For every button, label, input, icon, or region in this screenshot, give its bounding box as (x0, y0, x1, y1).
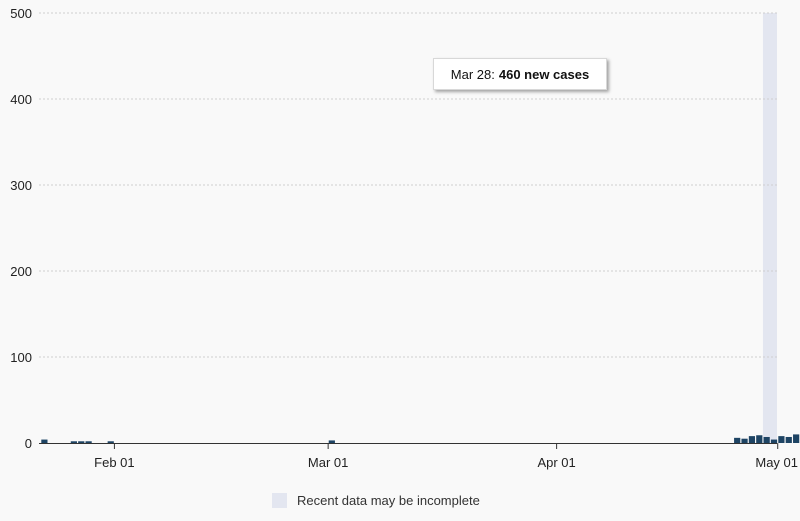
bar[interactable] (763, 436, 770, 443)
bar-tooltip: Mar 28: 460 new cases (433, 58, 607, 90)
x-tick-label: Feb 01 (94, 455, 134, 470)
x-tick-label: May 01 (755, 455, 798, 470)
bar[interactable] (785, 436, 792, 443)
x-tick-label: Mar 01 (308, 455, 348, 470)
y-tick-label: 500 (10, 6, 32, 21)
bar[interactable] (741, 438, 748, 443)
tooltip-date: Mar 28: (450, 66, 495, 82)
bar[interactable] (85, 441, 92, 443)
bar[interactable] (70, 441, 77, 443)
legend: Recent data may be incomplete (272, 493, 480, 508)
bar[interactable] (734, 437, 741, 443)
bar[interactable] (756, 435, 763, 443)
bar[interactable] (748, 436, 756, 443)
bar[interactable] (78, 441, 85, 443)
bar[interactable] (778, 436, 785, 443)
bar[interactable] (107, 441, 114, 443)
legend-label: Recent data may be incomplete (297, 493, 480, 508)
y-tick-label: 100 (10, 350, 32, 365)
y-tick-label: 300 (10, 178, 32, 193)
bar[interactable] (41, 439, 48, 443)
legend-swatch (272, 493, 287, 508)
x-tick-label: Apr 01 (537, 455, 575, 470)
y-tick-label: 400 (10, 92, 32, 107)
y-tick-label: 0 (25, 436, 32, 451)
bar[interactable] (328, 440, 335, 443)
bar[interactable] (770, 439, 778, 443)
incomplete-data-band (762, 13, 777, 443)
tooltip-value: 460 new cases (498, 66, 590, 82)
y-tick-label: 200 (10, 264, 32, 279)
bar[interactable] (793, 434, 800, 443)
